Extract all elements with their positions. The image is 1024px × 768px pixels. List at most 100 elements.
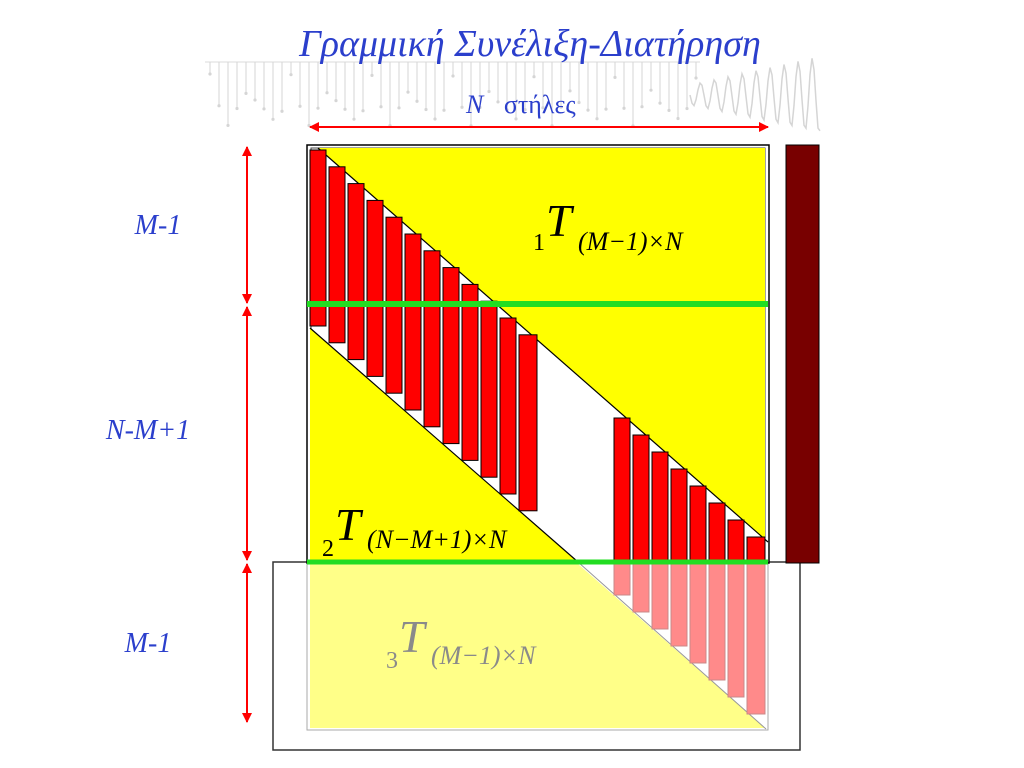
waveform-stem-dot — [406, 90, 410, 94]
columns-symbol: N — [465, 90, 485, 119]
matrix-1-dims: (M−1)×N — [578, 227, 684, 256]
waveform-stem-dot — [361, 109, 365, 113]
matrix-3-index: 3 — [386, 648, 398, 674]
waveform-stem-dot — [505, 108, 509, 112]
matrix-label-1: 1 T (M−1)×N — [533, 195, 684, 256]
upper-stair-bar — [347, 183, 365, 361]
waveform-stem-dot — [226, 123, 230, 128]
waveform-stem-dot — [343, 107, 347, 111]
waveform-stem-dot — [559, 105, 563, 109]
lower-stair-bar — [651, 451, 669, 563]
waveform-stem-dot — [460, 105, 464, 109]
waveform-stem-dot — [424, 107, 428, 112]
waveform-stem-dot — [397, 106, 401, 110]
lower-stair-bar-faded — [689, 561, 707, 664]
waveform-stem-dot — [595, 117, 599, 121]
waveform-stem-dot — [244, 91, 248, 95]
row-label-1: M-1 — [134, 210, 182, 241]
lower-staircase-bars — [613, 417, 766, 715]
lower-stair-bar — [670, 468, 688, 563]
matrix-2-index: 2 — [322, 536, 334, 562]
waveform-stem-dot — [649, 88, 653, 92]
waveform-oscillation — [689, 58, 821, 132]
waveform-stem-dot — [667, 108, 671, 112]
upper-stair-bar — [328, 166, 346, 344]
block3-pale-yellow-region — [310, 564, 765, 728]
waveform-stem-dot — [532, 75, 536, 79]
waveform-stem-dot — [334, 99, 338, 103]
matrix-1-symbol: T — [546, 195, 575, 246]
waveform-stem-dot — [541, 106, 545, 110]
matrix-label-3: 3 T (M−1)×N — [386, 611, 537, 674]
waveform-stem-dot — [442, 108, 446, 112]
waveform-stem-dot — [280, 109, 284, 113]
waveform-stem-dot — [208, 72, 212, 76]
waveform-stem-dot — [676, 116, 680, 121]
waveform-stem-dot — [586, 108, 590, 112]
lower-stair-bar — [689, 485, 707, 563]
waveform-stem-dot — [478, 105, 482, 110]
waveform-stem-dot — [316, 106, 320, 110]
upper-stair-bar — [499, 317, 517, 495]
matrix-2-symbol: T — [335, 499, 364, 550]
matrix-label-2: 2 T (N−M+1)×N — [322, 499, 508, 562]
matrix-1-index: 1 — [533, 230, 545, 256]
waveform-stem-dot — [379, 105, 383, 109]
lower-stair-bar — [613, 417, 631, 563]
lower-stair-bar-faded — [708, 561, 726, 681]
upper-stair-bar — [461, 283, 479, 461]
upper-stair-bar — [423, 250, 441, 428]
waveform-stem-dot — [298, 104, 302, 108]
slide-title: Γραμμική Συνέλιξη-Διατήρηση — [298, 23, 761, 65]
waveform-stem-dot — [685, 106, 689, 111]
matrix-2-dims: (N−M+1)×N — [367, 525, 508, 554]
upper-stair-bar — [404, 233, 422, 411]
waveform-stem-dot — [568, 89, 572, 93]
lower-stair-bar — [746, 536, 766, 563]
dark-red-vector — [785, 144, 820, 564]
upper-stair-bar — [442, 267, 460, 445]
row-label-3: M-1 — [124, 628, 172, 659]
waveform-stem-dot — [577, 100, 581, 105]
lower-stair-bar-faded — [651, 561, 669, 630]
upper-stair-bar — [366, 199, 384, 377]
waveform-stem-dot — [640, 105, 644, 109]
lower-diagonal — [309, 327, 579, 563]
waveform-stem-dot — [235, 106, 239, 111]
waveform-stem-dot — [613, 75, 617, 79]
lower-stair-bar-faded — [632, 561, 650, 613]
waveform-stem-dot — [496, 100, 500, 104]
waveform-stem-dot — [433, 117, 437, 121]
waveform-stem-dot — [622, 106, 626, 110]
waveform-stem-dot — [262, 107, 266, 111]
matrix-3-symbol: T — [399, 611, 428, 662]
lower-stair-bar-faded — [613, 561, 631, 596]
background-waveform — [205, 58, 821, 132]
matrix-3-dims: (M−1)×N — [431, 641, 537, 670]
lower-stair-bar-faded — [746, 561, 766, 715]
columns-text: στήλες — [504, 90, 577, 119]
lower-stair-bar-faded — [727, 561, 745, 698]
upper-diagonal — [317, 147, 769, 543]
row-label-2: N-M+1 — [105, 415, 190, 446]
waveform-stem-dot — [604, 107, 608, 111]
waveform-stem-dot — [217, 104, 221, 108]
waveform-stem-dot — [658, 101, 662, 105]
waveform-stem-dot — [352, 117, 356, 121]
waveform-stem-dot — [514, 117, 518, 121]
waveform-stem-dot — [271, 117, 275, 121]
waveform-stem-dot — [325, 91, 329, 95]
lower-stair-bar — [632, 434, 650, 563]
waveform-stem-dot — [415, 99, 419, 103]
columns-label: N στήλες — [465, 90, 576, 119]
lower-stair-bar-faded — [670, 561, 688, 647]
upper-stair-bar — [480, 300, 498, 478]
waveform-stem-dot — [253, 98, 257, 102]
lower-stair-bar — [708, 502, 726, 563]
waveform-stem-dot — [451, 74, 455, 78]
waveform-stem-dot — [523, 108, 527, 112]
waveform-stem-dot — [289, 73, 293, 77]
upper-stair-bar — [518, 334, 538, 512]
waveform-stem-dot — [487, 89, 491, 94]
